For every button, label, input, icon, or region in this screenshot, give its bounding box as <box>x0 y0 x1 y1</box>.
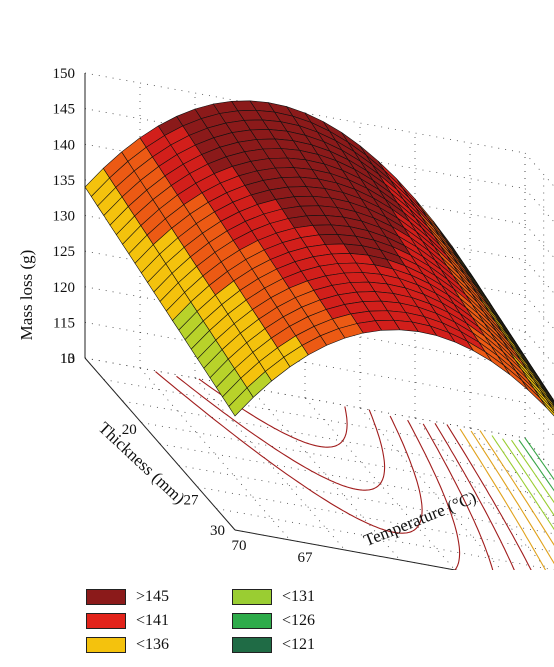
axes <box>84 73 458 570</box>
grid-line <box>524 402 554 437</box>
legend-swatch-1 <box>86 613 126 629</box>
legend-label: <126 <box>282 612 316 629</box>
contour-line <box>511 439 554 504</box>
legend-item: >145 <box>86 588 169 606</box>
z-tick-label: 125 <box>53 244 76 260</box>
thickness-tick-label: 27 <box>184 493 200 509</box>
z-tick-label: 120 <box>53 280 76 296</box>
contour-line <box>155 371 423 534</box>
legend-label: <136 <box>136 636 170 653</box>
contour-line <box>518 439 554 492</box>
contour-line <box>524 437 554 481</box>
z-tick-label: 145 <box>53 102 76 118</box>
grid-line <box>359 407 502 570</box>
response-surface <box>84 100 554 417</box>
contour-line <box>491 435 554 531</box>
contour-line <box>446 424 532 570</box>
contour-line <box>434 423 515 570</box>
tick-labels: 1501451401351301251201151013202730706760… <box>53 66 314 566</box>
temperature-axis-label: Temperature (°C) <box>361 488 479 550</box>
legend: >145 <141 <136 <131 <126 <121 <box>86 588 346 660</box>
thickness-axis-label: Thickness (mm) <box>95 418 189 508</box>
legend-label: <141 <box>136 612 170 629</box>
contour-line <box>198 378 348 448</box>
legend-swatch-4 <box>232 613 272 629</box>
legend-label: <121 <box>282 636 316 653</box>
legend-swatch-2 <box>86 637 126 653</box>
contour-line <box>459 428 547 570</box>
thickness-tick-label: 30 <box>210 523 225 539</box>
z-tick-label: 140 <box>53 137 76 153</box>
z-tick-label: 135 <box>53 173 76 189</box>
grid-line <box>122 400 554 480</box>
surface-facet <box>551 398 554 403</box>
grid-line <box>139 367 291 541</box>
contour-line <box>407 419 461 570</box>
temperature-tick-label: 70 <box>232 538 247 554</box>
contour-lines <box>155 371 554 570</box>
surface-chart: 1501451401351301251201151013202730706760… <box>17 66 554 570</box>
surface-facet <box>540 398 554 417</box>
z-tick-label: 10 <box>60 351 75 367</box>
grid-line <box>524 152 554 187</box>
contour-line <box>479 430 554 546</box>
z-tick-label: 150 <box>53 66 76 82</box>
thickness-tick-label: 20 <box>122 422 137 438</box>
legend-swatch-3 <box>232 589 272 605</box>
legend-item: <126 <box>232 612 315 630</box>
thickness-tick-label: 13 <box>60 351 75 367</box>
temperature-axis-line <box>234 529 458 570</box>
legend-item: <141 <box>86 612 169 630</box>
z-tick-label: 130 <box>53 209 76 225</box>
temperature-tick-label: 67 <box>298 550 314 566</box>
legend-label: <131 <box>282 588 316 605</box>
grid-line <box>524 188 554 223</box>
legend-item: <136 <box>86 636 169 654</box>
contour-line <box>502 438 554 517</box>
legend-swatch-0 <box>86 589 126 605</box>
legend-item: <131 <box>232 588 315 606</box>
legend-item: <121 <box>232 636 315 654</box>
contour-line <box>176 375 386 491</box>
surface-facet <box>552 408 554 412</box>
z-axis-label: Mass loss (g) <box>17 250 36 341</box>
contour-line <box>470 430 554 565</box>
z-tick-label: 115 <box>53 315 75 331</box>
thickness-axis-line <box>84 357 236 531</box>
contour-line <box>422 423 494 570</box>
legend-label: >145 <box>136 588 170 605</box>
legend-swatch-5 <box>232 637 272 653</box>
